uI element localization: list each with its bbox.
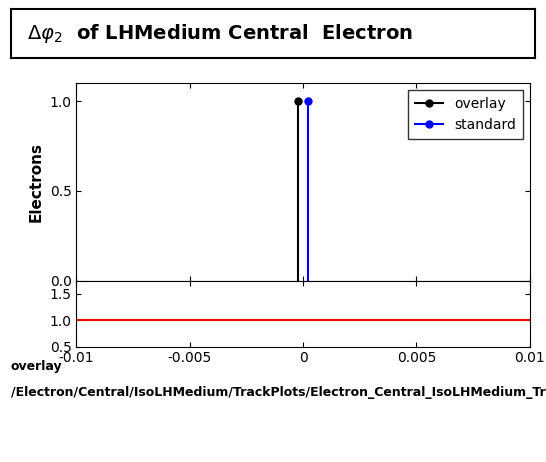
- Legend: overlay, standard: overlay, standard: [408, 90, 523, 139]
- Text: overlay: overlay: [11, 360, 63, 373]
- Text: $\Delta\varphi_{2}$  of LHMedium Central  Electron: $\Delta\varphi_{2}$ of LHMedium Central …: [27, 22, 413, 45]
- Text: /Electron/Central/IsoLHMedium/TrackPlots/Electron_Central_IsoLHMedium_TrackPlots: /Electron/Central/IsoLHMedium/TrackPlots…: [11, 386, 546, 399]
- Y-axis label: Electrons: Electrons: [29, 142, 44, 222]
